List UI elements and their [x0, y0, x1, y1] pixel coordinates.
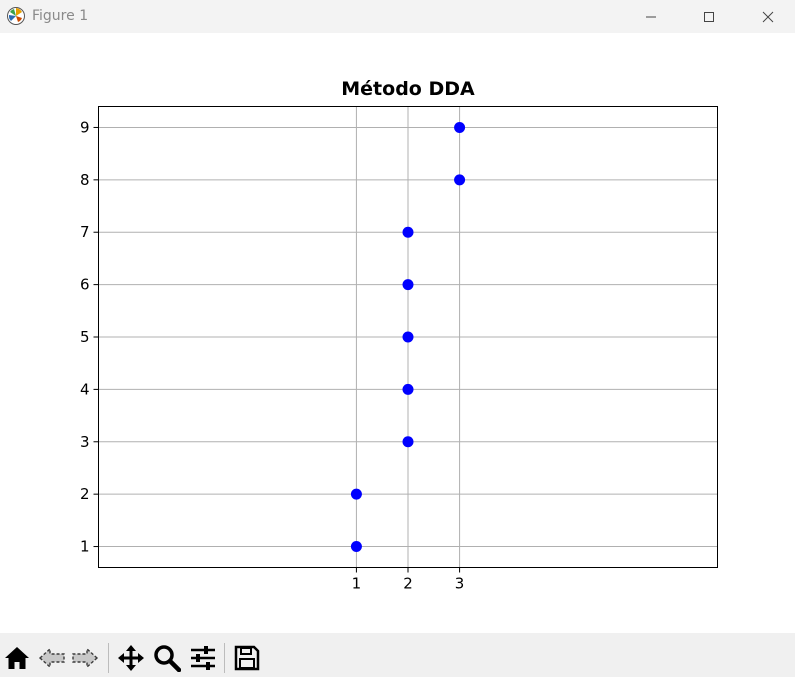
zoom-button[interactable]	[152, 643, 182, 673]
plot-frame	[98, 106, 718, 568]
y-tick-label: 3	[80, 433, 90, 451]
close-button[interactable]	[739, 0, 795, 33]
back-arrow-icon	[38, 647, 65, 669]
close-icon	[762, 11, 774, 22]
forward-arrow-icon	[72, 647, 99, 669]
y-tick-label: 9	[80, 118, 90, 136]
data-point	[454, 121, 466, 133]
data-point	[350, 488, 362, 500]
y-tick-label: 5	[80, 328, 90, 346]
configure-subplots-button[interactable]	[188, 643, 218, 673]
window-titlebar: Figure 1	[0, 0, 795, 33]
x-tick-label: 2	[403, 575, 413, 593]
figure-canvas: Método DDA 1 2 3 1 2 3 4 5 6 7 8 9	[0, 33, 795, 633]
navigation-toolbar	[0, 633, 795, 677]
y-tick-label: 6	[80, 276, 90, 294]
maximize-icon	[704, 11, 714, 22]
x-tick-label: 3	[455, 575, 465, 593]
y-tick-label: 1	[80, 538, 90, 556]
x-tick-label: 1	[352, 575, 362, 593]
axis-ticks: 1 2 3 1 2 3 4 5 6 7 8 9	[80, 118, 464, 592]
matplotlib-logo-icon	[7, 7, 25, 25]
y-tick-label: 7	[80, 223, 90, 241]
dda-chart: Método DDA 1 2 3 1 2 3 4 5 6 7 8 9	[80, 78, 718, 593]
pan-button[interactable]	[116, 643, 146, 673]
back-button[interactable]	[37, 643, 67, 673]
data-point	[402, 383, 414, 395]
y-tick-label: 8	[80, 171, 90, 189]
data-point	[350, 541, 362, 553]
data-points	[350, 121, 466, 553]
data-point	[402, 331, 414, 343]
toolbar-separator	[224, 643, 225, 673]
data-point	[454, 174, 466, 186]
y-tick-label: 4	[80, 380, 90, 398]
minimize-button[interactable]	[622, 0, 680, 33]
data-point	[402, 226, 414, 238]
pan-icon	[118, 645, 144, 671]
home-button[interactable]	[2, 643, 32, 673]
minimize-icon	[646, 16, 656, 17]
maximize-button[interactable]	[680, 0, 738, 33]
configure-subplots-icon	[191, 646, 215, 670]
window-title: Figure 1	[32, 8, 89, 24]
zoom-icon	[154, 645, 181, 672]
save-icon	[234, 645, 260, 671]
home-icon	[5, 647, 29, 669]
toolbar-separator	[108, 643, 109, 673]
forward-button[interactable]	[70, 643, 100, 673]
save-button[interactable]	[232, 643, 262, 673]
data-point	[402, 279, 414, 291]
data-point	[402, 436, 414, 448]
y-tick-label: 2	[80, 485, 90, 503]
chart-title: Método DDA	[341, 78, 475, 100]
